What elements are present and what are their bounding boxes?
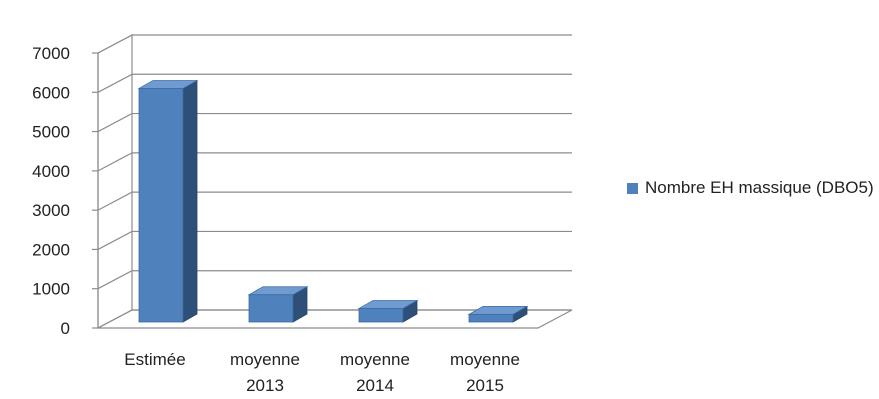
y-tick-label: 4000 [32, 162, 70, 181]
gridline [97, 309, 572, 329]
y-tick-label: 7000 [32, 44, 70, 63]
y-tick-label: 5000 [32, 123, 70, 142]
bar [468, 313, 514, 323]
x-tick-label: 2014 [356, 376, 394, 395]
bar [358, 308, 404, 323]
x-tick-label: 2013 [246, 376, 284, 395]
legend-swatch [627, 183, 638, 194]
x-tick-label: moyenne [340, 350, 410, 369]
gridline [97, 270, 572, 290]
y-tick-label: 3000 [32, 201, 70, 220]
y-tick-label: 0 [61, 319, 70, 338]
x-tick-label: 2015 [466, 376, 504, 395]
gridline [97, 230, 572, 250]
bar [248, 294, 294, 323]
bar-side [182, 79, 198, 323]
gridline [97, 191, 572, 211]
x-tick-label: moyenne [230, 350, 300, 369]
y-tick-label: 2000 [32, 240, 70, 259]
side-wall [97, 34, 133, 329]
gridline [97, 34, 572, 54]
y-tick-label: 1000 [32, 280, 70, 299]
y-tick-label: 6000 [32, 83, 70, 102]
gridline [97, 152, 572, 172]
gridline [97, 73, 572, 93]
x-tick-label: Estimée [124, 350, 185, 369]
legend-label: Nombre EH massique (DBO5) [645, 178, 874, 197]
gridline [97, 112, 572, 133]
x-tick-label: moyenne [450, 350, 520, 369]
legend: Nombre EH massique (DBO5) [627, 175, 875, 201]
bar [138, 88, 184, 323]
